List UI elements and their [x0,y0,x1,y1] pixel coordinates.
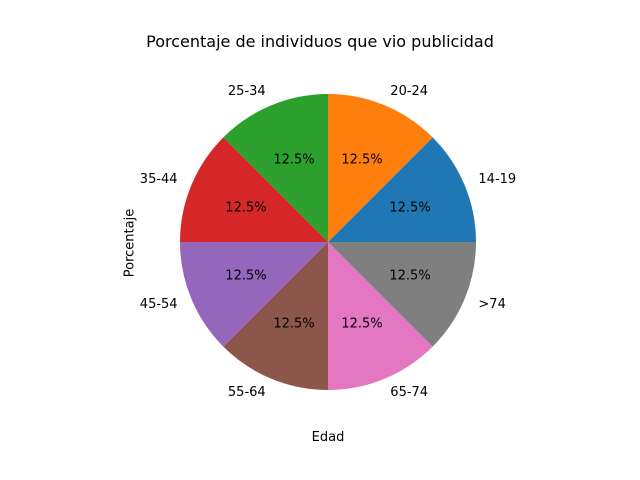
slice-label-14-19: 14-19 [478,172,516,187]
slice-value-45-54: 12.5% [225,268,266,283]
slice-label-65-74: 65-74 [390,385,428,400]
slice-value-25-34: 12.5% [273,152,314,167]
slice-value-35-44: 12.5% [225,201,266,216]
pie-slice-25-34 [223,94,328,242]
slice-label-45-54: 45-54 [140,297,178,312]
slice-label-74: >74 [478,297,505,312]
x-axis-label: Edad [311,430,345,445]
slice-value-55-64: 12.5% [273,317,314,332]
pie-slice-74 [328,242,476,347]
pie-slice-35-44 [180,137,328,242]
slice-label-35-44: 35-44 [140,172,178,187]
slice-label-20-24: 20-24 [390,84,428,99]
pie-slice-45-54 [180,242,328,347]
pie-slice-55-64 [223,242,328,390]
slice-label-55-64: 55-64 [228,385,266,400]
slice-value-74: 12.5% [389,268,430,283]
pie-slice-65-74 [328,242,433,390]
y-axis-label: Porcentaje [122,208,138,278]
slice-label-25-34: 25-34 [228,84,266,99]
slice-value-14-19: 12.5% [389,201,430,216]
slice-value-65-74: 12.5% [341,317,382,332]
slice-value-20-24: 12.5% [341,152,382,167]
pie-slice-14-19 [328,137,476,242]
pie-slice-20-24 [328,94,433,242]
chart-title: Porcentaje de individuos que vio publici… [146,32,494,51]
